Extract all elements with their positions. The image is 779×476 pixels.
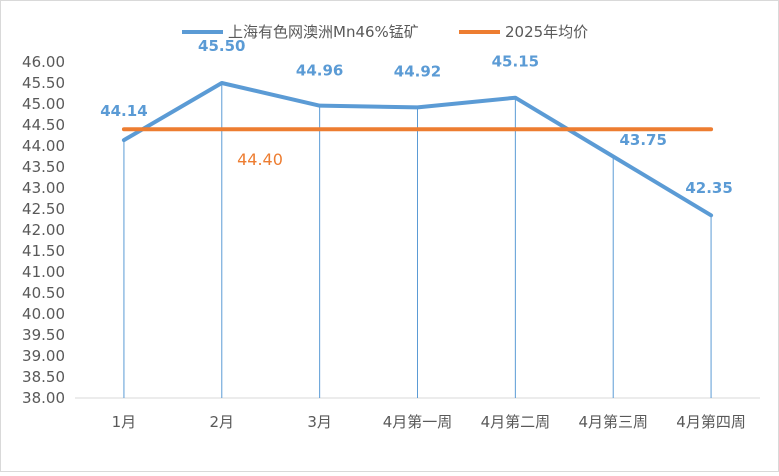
data-label: 45.50 [198, 37, 245, 55]
y-tick-label: 41.00 [22, 263, 65, 281]
y-tick-label: 43.00 [22, 179, 65, 197]
x-tick-label: 4月第三周 [578, 413, 648, 431]
series-line-manganese-ore [121, 81, 714, 218]
data-label-annual-average: 44.40 [237, 150, 283, 169]
legend-label-series-2: 2025年均价 [505, 23, 588, 41]
data-label: 44.92 [394, 62, 441, 80]
y-axis: 38.00 38.50 39.00 39.50 40.00 40.50 41.00 41.50… [22, 53, 65, 407]
y-tick-label: 40.00 [22, 305, 65, 323]
y-tick-label: 39.00 [22, 347, 65, 365]
data-label: 45.15 [492, 53, 539, 71]
y-tick-label: 40.50 [22, 284, 65, 302]
y-tick-label: 44.00 [22, 137, 65, 155]
x-tick-label: 3月 [307, 413, 332, 431]
legend: 上海有色网澳洲Mn46%锰矿 2025年均价 [182, 23, 588, 41]
y-tick-label: 39.50 [22, 326, 65, 344]
data-label: 44.96 [296, 62, 343, 80]
x-tick-label: 4月第二周 [481, 413, 551, 431]
y-tick-label: 38.50 [22, 368, 65, 386]
y-tick-label: 46.00 [22, 53, 65, 71]
x-tick-label: 1月 [112, 413, 137, 431]
x-tick-label: 2月 [210, 413, 235, 431]
x-tick-label: 4月第四周 [676, 413, 746, 431]
series-lines [121, 81, 714, 218]
y-tick-label: 38.00 [22, 389, 65, 407]
y-tick-label: 41.50 [22, 242, 65, 260]
data-label: 44.14 [100, 102, 147, 120]
legend-label-series-1: 上海有色网澳洲Mn46%锰矿 [228, 23, 419, 41]
data-label: 43.75 [619, 131, 666, 149]
y-tick-label: 44.50 [22, 116, 65, 134]
y-tick-label: 42.50 [22, 200, 65, 218]
y-tick-label: 42.00 [22, 221, 65, 239]
data-label: 42.35 [685, 179, 732, 197]
y-tick-label: 45.00 [22, 95, 65, 113]
x-axis: 1月 2月 3月 4月第一周 4月第二周 4月第三周 4月第四周 [75, 397, 760, 431]
y-tick-label: 45.50 [22, 74, 65, 92]
x-tick-label: 4月第一周 [383, 413, 453, 431]
data-labels: 44.14 45.50 44.96 44.92 45.15 43.75 42.35 44.40 [100, 37, 733, 197]
y-tick-label: 43.50 [22, 158, 65, 176]
drop-lines [123, 83, 712, 398]
